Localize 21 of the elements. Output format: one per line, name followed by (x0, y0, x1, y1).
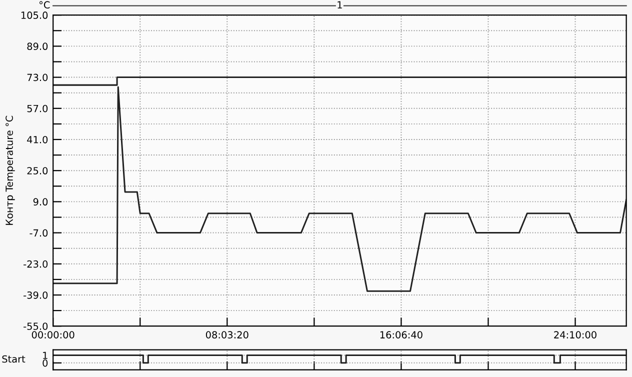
y-tick-label: 73.0 (27, 74, 48, 82)
y-tick-label: 0 (42, 359, 48, 367)
x-tick-label: 24:10:00 (554, 331, 596, 338)
y-tick-label: -23.0 (24, 260, 48, 268)
y-tick-label: 89.0 (27, 42, 48, 50)
y-axis-title: Start (2, 355, 26, 363)
y-tick-label: -7.0 (30, 229, 48, 237)
text: 1 (338, 1, 342, 8)
x-tick-label: 08:03:20 (206, 331, 248, 338)
y-tick-label: 9.0 (33, 198, 48, 206)
x-tick-label: 16:06:40 (380, 331, 422, 338)
y-axis-title: Контр Temperature °C (6, 116, 15, 225)
y-tick-label: 105.0 (21, 12, 48, 19)
y-tick-label: 41.0 (27, 136, 48, 144)
text: °C (39, 1, 50, 9)
y-tick-label: 57.0 (27, 104, 48, 112)
y-tick-label: 25.0 (27, 167, 48, 174)
y-tick-label: -55.0 (24, 322, 48, 330)
y-tick-label: 1 (43, 352, 48, 359)
x-tick-label: 00:00:00 (32, 331, 74, 338)
y-tick-label: -39.0 (24, 291, 48, 299)
